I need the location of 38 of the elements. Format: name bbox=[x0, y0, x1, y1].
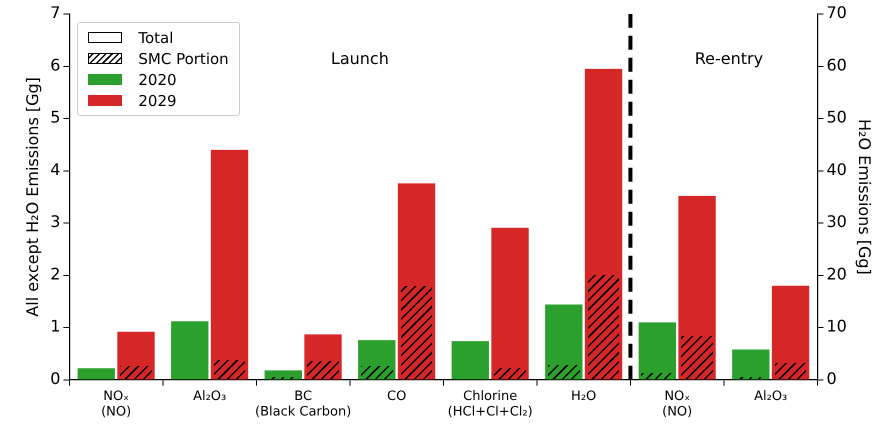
y-tick-label: 4 bbox=[50, 160, 60, 179]
y-tick-label: 6 bbox=[50, 55, 60, 74]
annotation: Launch bbox=[330, 49, 389, 68]
legend-label: 2029 bbox=[138, 92, 177, 110]
bar bbox=[210, 150, 248, 380]
bar bbox=[638, 322, 676, 380]
x-tick-label: H₂O bbox=[571, 388, 596, 404]
y2-tick-label: 10 bbox=[826, 316, 847, 336]
y2-tick-label: 20 bbox=[826, 264, 847, 284]
x-tick-label: Al₂O₃ bbox=[193, 388, 226, 404]
y2-tick-label: 0 bbox=[826, 368, 837, 388]
x-tick-label: Chlorine (HCl+Cl+Cl₂) bbox=[448, 388, 533, 420]
x-tick-label: BC (Black Carbon) bbox=[255, 388, 352, 420]
x-tick-label: NOₓ (NO) bbox=[662, 388, 692, 420]
y2-tick-label: 50 bbox=[826, 108, 847, 127]
y2-tick-label: 60 bbox=[826, 55, 847, 74]
y-tick-label: 5 bbox=[50, 108, 60, 127]
bar bbox=[452, 341, 489, 380]
x-tick-label: CO bbox=[387, 388, 406, 404]
y2-axis-title: H₂O Emissions [Gg] bbox=[855, 119, 874, 275]
bar bbox=[732, 349, 770, 380]
annotation: SMC Portion bbox=[138, 50, 229, 68]
y-tick-label: 7 bbox=[50, 3, 60, 22]
annotation: Total bbox=[138, 28, 174, 46]
y-tick-label: 3 bbox=[50, 212, 60, 232]
y-tick-label: 0 bbox=[50, 368, 60, 388]
bar bbox=[171, 321, 208, 380]
y-tick-label: 1 bbox=[50, 316, 60, 336]
legend-label: 2020 bbox=[138, 70, 177, 88]
y2-tick-label: 30 bbox=[826, 212, 847, 232]
x-tick-label: NOₓ (NO) bbox=[101, 388, 132, 420]
y2-tick-label: 70 bbox=[826, 3, 847, 22]
y-axis-title: All except H₂O Emissions [Gg] bbox=[22, 77, 42, 317]
bar bbox=[491, 228, 529, 380]
y-tick-label: 2 bbox=[50, 264, 60, 284]
y2-tick-label: 40 bbox=[826, 160, 847, 179]
annotation: Re-entry bbox=[694, 49, 764, 68]
x-tick-label: Al₂O₃ bbox=[754, 388, 788, 404]
